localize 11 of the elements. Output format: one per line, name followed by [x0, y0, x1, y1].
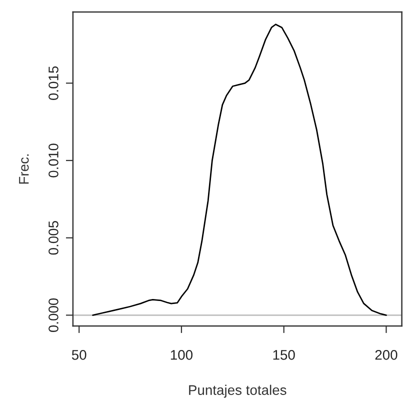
- y-tick-label: 0.010: [48, 144, 58, 178]
- x-axis-title: Puntajes totales: [189, 384, 286, 398]
- x-tick-label: 200: [375, 350, 398, 360]
- x-tick-label: 50: [72, 350, 86, 360]
- y-tick-label: 0.015: [48, 66, 58, 100]
- y-axis-title: Frec.: [19, 154, 29, 184]
- x-tick-label: 150: [273, 350, 295, 360]
- line-series: [92, 24, 387, 316]
- y-tick-label: 0.005: [48, 221, 58, 255]
- y-tick-label: 0.000: [48, 298, 58, 332]
- x-tick-label: 100: [170, 350, 193, 360]
